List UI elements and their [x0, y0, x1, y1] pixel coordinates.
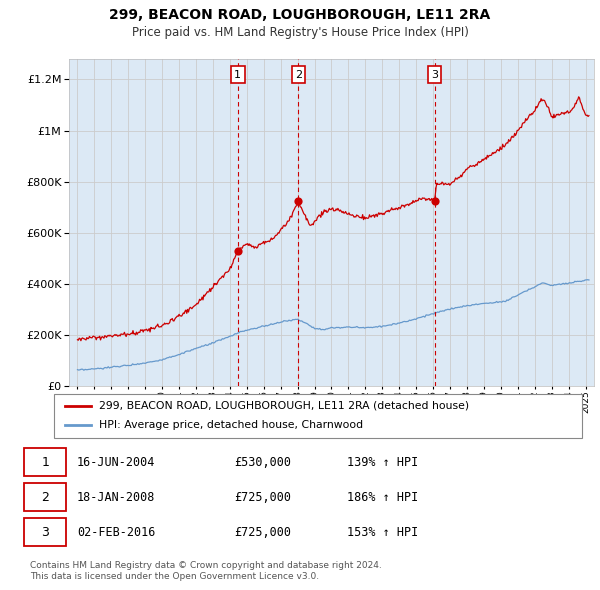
Text: 186% ↑ HPI: 186% ↑ HPI [347, 490, 419, 504]
Text: 299, BEACON ROAD, LOUGHBOROUGH, LE11 2RA: 299, BEACON ROAD, LOUGHBOROUGH, LE11 2RA [109, 8, 491, 22]
Text: 18-JAN-2008: 18-JAN-2008 [77, 490, 155, 504]
Text: 139% ↑ HPI: 139% ↑ HPI [347, 455, 419, 468]
Text: £530,000: £530,000 [234, 455, 291, 468]
Text: 1: 1 [234, 70, 241, 80]
Text: 3: 3 [41, 526, 49, 539]
Point [430, 196, 439, 206]
Text: £725,000: £725,000 [234, 490, 291, 504]
Text: 16-JUN-2004: 16-JUN-2004 [77, 455, 155, 468]
Text: Price paid vs. HM Land Registry's House Price Index (HPI): Price paid vs. HM Land Registry's House … [131, 26, 469, 39]
Text: 1: 1 [41, 455, 49, 468]
Text: 2: 2 [295, 70, 302, 80]
Text: £725,000: £725,000 [234, 526, 291, 539]
Text: Contains HM Land Registry data © Crown copyright and database right 2024.: Contains HM Land Registry data © Crown c… [30, 560, 382, 569]
Text: 153% ↑ HPI: 153% ↑ HPI [347, 526, 419, 539]
Text: 2: 2 [41, 490, 49, 504]
Point [293, 196, 303, 206]
Text: This data is licensed under the Open Government Licence v3.0.: This data is licensed under the Open Gov… [30, 572, 319, 581]
Point [233, 246, 242, 255]
FancyBboxPatch shape [25, 483, 66, 512]
FancyBboxPatch shape [25, 517, 66, 546]
Text: HPI: Average price, detached house, Charnwood: HPI: Average price, detached house, Char… [99, 421, 363, 430]
FancyBboxPatch shape [25, 448, 66, 477]
Text: 02-FEB-2016: 02-FEB-2016 [77, 526, 155, 539]
Text: 299, BEACON ROAD, LOUGHBOROUGH, LE11 2RA (detached house): 299, BEACON ROAD, LOUGHBOROUGH, LE11 2RA… [99, 401, 469, 411]
Text: 3: 3 [431, 70, 438, 80]
